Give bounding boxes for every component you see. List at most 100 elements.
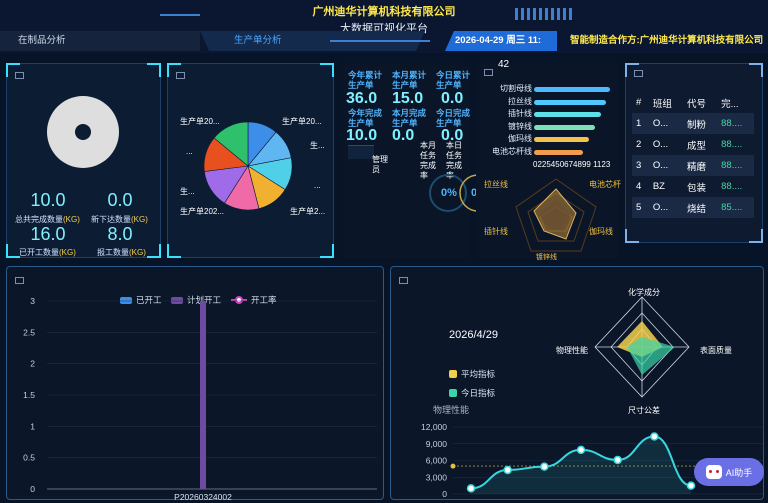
- pie-label: 生产单202...: [180, 206, 224, 216]
- line-bar: [534, 124, 595, 130]
- table-row[interactable]: 5 O... 烧结 85....: [632, 197, 754, 218]
- radar-label: 尺寸公差: [628, 406, 660, 415]
- table-cell: BZ: [652, 181, 665, 192]
- x-tick-label: P20260324002: [174, 492, 232, 501]
- legend-average[interactable]: 平均指标: [449, 368, 495, 380]
- start-chart-panel: 已开工 计划开工 开工率 3 2.5 2 1.5 1 0.5 0 P20260324002: [6, 266, 384, 501]
- table-cell: 3: [632, 155, 649, 176]
- line-axis-labels: 0225450674899 1123: [533, 160, 611, 169]
- table-row[interactable]: 1 O... 制粉 88....: [632, 113, 754, 134]
- table-cell: O...: [652, 139, 669, 150]
- quality-line-chart: 12,000 9,000 6,000 3,000 0: [421, 422, 763, 499]
- order-pie-panel: 生产单20... 生产单20... 生...... 生产单2... 生产单202... 生…: [167, 63, 334, 258]
- total-done-label: 总共完成数量(KG): [15, 215, 80, 224]
- nav-production-analysis[interactable]: 生产单分析: [200, 31, 425, 51]
- y-tick-label: 1.5: [23, 390, 35, 400]
- year-done-label: 今年完成生产单: [348, 108, 383, 128]
- column-header: 班组: [652, 98, 672, 110]
- started-value: 16.0: [30, 224, 66, 244]
- line-point: [503, 465, 512, 475]
- line-point: [613, 455, 622, 465]
- reported-label: 报工数量(KG): [97, 248, 146, 257]
- table-cell: 88....: [721, 139, 743, 150]
- radar-label: 表面质量: [700, 346, 732, 355]
- order-pie-chart: 生产单20... 生产单20... 生...... 生产单2... 生产单202... 生…: [180, 116, 325, 216]
- chart-icon: [634, 70, 643, 77]
- table-cell: 85....: [717, 197, 754, 218]
- pie-label: 生产单20...: [282, 116, 322, 126]
- table-cell: 4: [636, 181, 642, 192]
- legend-started[interactable]: 已开工: [120, 294, 162, 306]
- table-cell: 制粉: [682, 113, 718, 134]
- table-cell: 1: [632, 113, 649, 134]
- table-cell: 88....: [717, 113, 754, 134]
- team-table: # 班组 代号 完... 1 O... 制粉 88.... 2 O... 成型 …: [632, 92, 754, 218]
- line-point: [686, 481, 696, 490]
- y-tick-label: 0: [442, 489, 447, 499]
- month-done-label: 本月完成生产单: [392, 108, 427, 128]
- ai-assistant-button[interactable]: AI助手: [694, 458, 764, 486]
- month-rate-label: 本月任务完成率: [420, 141, 436, 180]
- started-label: 已开工数量(KG): [19, 248, 76, 257]
- line-bar: [534, 137, 589, 142]
- completion-donut: [47, 96, 119, 168]
- start-bar-chart: 3 2.5 2 1.5 1 0.5 0 P20260324002: [23, 296, 377, 501]
- pie-label: 生产单2...: [290, 206, 325, 216]
- line-point: [576, 445, 586, 455]
- year-plan-value: 36.0: [346, 90, 378, 107]
- month-plan-label: 本月累计生产单: [392, 70, 427, 90]
- line-panel: 42 切割母线 拉丝线 插针线 镀锌线 伽玛线 电池芯杆线 0225450674899 1…: [476, 59, 621, 261]
- line-bar: [534, 99, 607, 105]
- column-header: 完...: [721, 98, 739, 110]
- radar-label: 镀锌线: [536, 254, 557, 261]
- table-cell: O...: [648, 113, 683, 134]
- table-row[interactable]: 3 O... 精磨 88....: [632, 155, 754, 176]
- quality-radar-chart: [594, 296, 690, 398]
- line-bar-label: 伽玛线: [508, 134, 532, 143]
- reported-value: 8.0: [107, 224, 133, 244]
- radar-label: 物理性能: [556, 346, 588, 355]
- line-point: [540, 462, 549, 471]
- day-plan-label: 今日累计生产单: [436, 70, 471, 90]
- pie-label: 生...: [180, 186, 195, 196]
- table-cell: 2: [636, 139, 642, 150]
- day-done-value: 0.0: [441, 127, 464, 144]
- y-tick-label: 12,000: [421, 422, 447, 432]
- manager-label: 管理员: [372, 155, 388, 174]
- line-point: [466, 484, 476, 493]
- legend-planned[interactable]: 计划开工: [171, 294, 221, 306]
- reference-marker: [450, 463, 456, 469]
- radar-label: 伽玛线: [589, 227, 613, 236]
- ai-assistant-label: AI助手: [725, 467, 753, 478]
- bar-planned: [200, 301, 206, 489]
- pie-slice: [213, 121, 249, 167]
- table-cell: 88....: [717, 155, 754, 176]
- table-row[interactable]: 4 BZ 包装 88....: [632, 176, 754, 197]
- line-bar-label: 镀锌线: [508, 121, 532, 131]
- pie-label: 生产单20...: [180, 116, 220, 126]
- line-area: [471, 436, 691, 494]
- radar-label: 拉丝线: [484, 180, 508, 189]
- month-plan-value: 15.0: [392, 90, 424, 107]
- total-done-value: 10.0: [30, 190, 66, 210]
- nav-wip-analysis[interactable]: 在制品分析: [0, 31, 200, 51]
- table-row[interactable]: 2 O... 成型 88....: [632, 134, 754, 155]
- legend-start-rate[interactable]: 开工率: [231, 294, 277, 306]
- line-bar-label: 拉丝线: [508, 96, 532, 106]
- day-done-label: 今日完成生产单: [436, 108, 471, 128]
- table-header: # 班组 代号 完...: [632, 92, 754, 113]
- chart-icon: [15, 277, 24, 284]
- new-issued-label: 新下达数量(KG): [91, 215, 148, 224]
- pie-label: ...: [314, 181, 321, 190]
- line-bar-label: 插针线: [508, 109, 532, 118]
- line-bar-label: 切割母线: [500, 84, 532, 93]
- legend-today[interactable]: 今日指标: [449, 387, 495, 399]
- top-bar: 广州迪华计算机科技有限公司 大数据可视化平台 在制品分析 生产单分析 2026-…: [0, 0, 768, 53]
- y-tick-label: 3: [30, 296, 35, 306]
- line-bar: [534, 87, 610, 92]
- radar-label: 插针线: [484, 227, 508, 236]
- pie-label: 生...: [310, 140, 325, 150]
- company-name: 广州迪华计算机科技有限公司: [312, 6, 456, 18]
- line-bar: [534, 149, 583, 155]
- table-cell: 烧结: [682, 197, 718, 218]
